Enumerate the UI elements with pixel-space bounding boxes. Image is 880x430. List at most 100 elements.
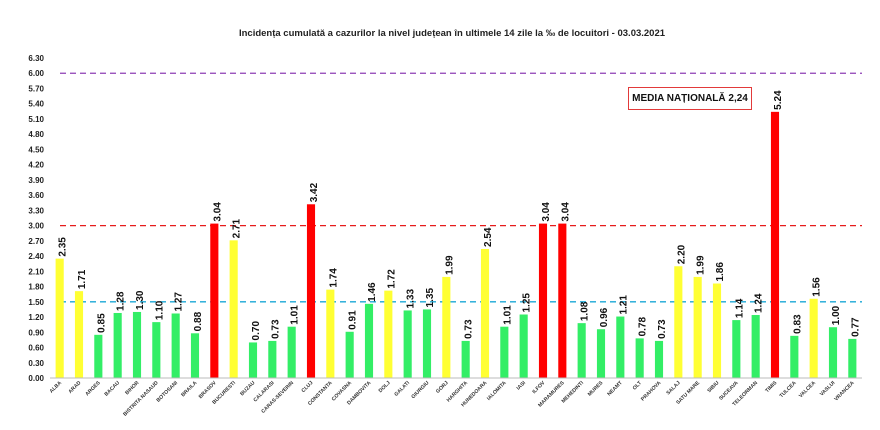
bar	[790, 335, 799, 378]
y-tick-label: 2.10	[28, 267, 44, 276]
bar	[345, 331, 354, 378]
y-axis-ticks: 0.00 0.30 0.60 0.90 1.20 1.50 1.80 2.10 2.40 2.70…	[28, 54, 44, 383]
bar	[732, 320, 741, 378]
y-tick-label: 3.30	[28, 206, 44, 215]
value-label: 3.04	[560, 202, 571, 222]
bar	[596, 329, 606, 378]
bar	[654, 340, 664, 378]
x-tick-label: IASI	[516, 380, 528, 392]
bar	[113, 312, 122, 378]
value-label: 1.74	[328, 268, 339, 288]
value-label: 2.54	[483, 227, 494, 247]
value-label: 3.04	[541, 202, 552, 222]
value-label: 0.96	[599, 307, 610, 327]
x-tick-label: GALATI	[393, 380, 411, 398]
value-label: 0.73	[657, 319, 668, 339]
y-tick-label: 4.80	[28, 130, 44, 139]
bar	[809, 298, 818, 378]
value-label: 0.78	[638, 316, 649, 336]
value-label: 0.73	[464, 319, 475, 339]
x-tick-label: SIBIU	[706, 380, 720, 394]
value-label: 0.91	[348, 310, 359, 330]
y-tick-label: 3.90	[28, 176, 44, 185]
value-label: 1.28	[116, 291, 127, 311]
bar	[403, 310, 412, 378]
x-tick-label: NEAMT	[606, 380, 624, 398]
bar	[229, 240, 238, 378]
bar	[693, 276, 702, 378]
value-label: 1.72	[386, 269, 397, 289]
value-label: 0.73	[270, 319, 281, 339]
value-label: 0.70	[251, 321, 262, 341]
bar	[519, 314, 528, 378]
x-tick-label: VRANCEA	[833, 380, 856, 403]
bar	[364, 303, 374, 378]
y-tick-label: 5.10	[28, 115, 44, 124]
value-label: 3.42	[309, 182, 320, 202]
y-tick-label: 4.50	[28, 145, 44, 154]
bar	[577, 323, 586, 378]
y-tick-label: 0.90	[28, 328, 44, 337]
bar	[190, 333, 200, 378]
value-label: 1.86	[715, 262, 726, 282]
x-tick-label: MURES	[587, 380, 605, 398]
bar	[326, 289, 335, 378]
bars	[55, 111, 857, 378]
x-tick-label: ARAD	[68, 380, 83, 395]
bar	[500, 326, 509, 378]
y-tick-label: 5.40	[28, 100, 44, 109]
x-tick-label: VALCEA	[798, 380, 817, 399]
bar	[384, 290, 393, 378]
value-label: 0.85	[96, 313, 107, 333]
y-tick-label: 1.20	[28, 313, 44, 322]
x-tick-label: TIMIS	[764, 380, 778, 394]
value-label: 2.35	[58, 237, 69, 257]
value-label: 1.33	[406, 289, 417, 309]
value-label: 0.88	[193, 311, 204, 331]
value-label: 1.01	[290, 305, 301, 325]
bar	[635, 338, 644, 378]
x-tick-label: ARGES	[84, 380, 102, 398]
value-label: 0.83	[792, 314, 803, 334]
x-tick-label: PRAHOVA	[640, 380, 662, 402]
x-tick-label: TULCEA	[779, 380, 798, 399]
bar	[828, 327, 838, 378]
value-label: 1.56	[812, 277, 823, 297]
bar	[480, 248, 490, 378]
x-tick-label: BUZAU	[239, 380, 256, 397]
value-label: 2.71	[232, 218, 243, 238]
value-label: 1.01	[502, 305, 513, 325]
y-tick-label: 1.50	[28, 298, 44, 307]
bar	[248, 342, 258, 378]
value-label: 1.14	[734, 298, 745, 318]
x-tick-label: ALBA	[49, 380, 64, 395]
bar	[770, 111, 780, 378]
value-label: 0.77	[850, 317, 861, 337]
bar	[461, 340, 470, 378]
bar	[712, 283, 722, 378]
bar	[268, 340, 277, 378]
chart-title: Incidența cumulată a cazurilor la nivel …	[239, 28, 666, 39]
x-tick-label: VASLUI	[819, 380, 837, 398]
x-tick-label: BOTOSANI	[156, 380, 180, 404]
value-label: 1.21	[618, 295, 629, 315]
x-tick-label: BRAILA	[180, 380, 198, 398]
y-tick-label: 5.70	[28, 84, 44, 93]
value-label: 1.00	[831, 305, 842, 325]
bar	[422, 309, 432, 378]
bar	[74, 291, 84, 378]
y-tick-label: 6.00	[28, 69, 44, 78]
value-label: 1.24	[754, 293, 765, 313]
bar	[210, 223, 219, 378]
value-label: 1.99	[444, 255, 455, 275]
value-label: 2.20	[676, 244, 687, 264]
y-tick-label: 1.80	[28, 283, 44, 292]
y-tick-label: 3.00	[28, 222, 44, 231]
y-tick-label: 6.30	[28, 54, 44, 63]
x-tick-label: GORJ	[435, 380, 450, 395]
value-label: 1.10	[154, 300, 165, 320]
bar	[558, 223, 567, 378]
y-tick-label: 0.00	[28, 374, 44, 383]
bar	[132, 311, 142, 378]
x-tick-label: BACAU	[104, 380, 122, 398]
